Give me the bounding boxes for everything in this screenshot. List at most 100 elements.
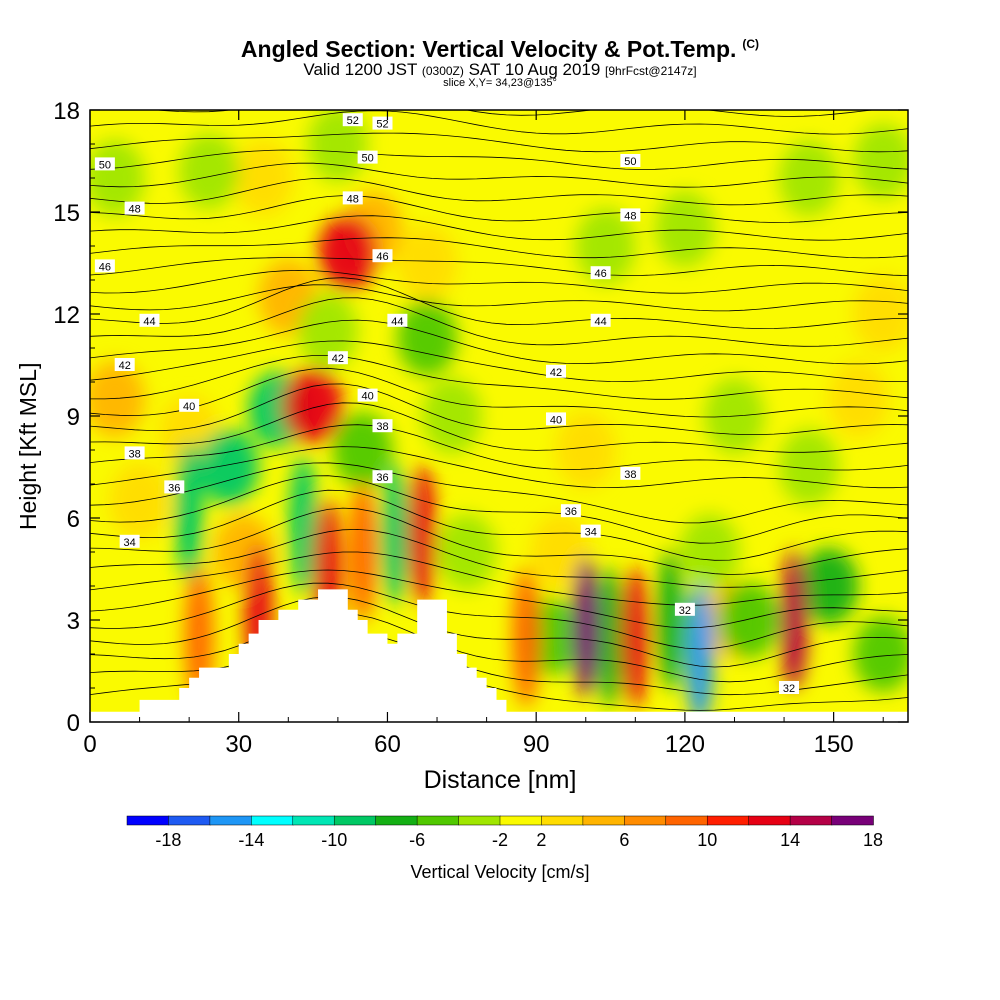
colorbar-segment [624,815,667,826]
y-tick-label: 0 [67,710,80,737]
colorbar-tick-label: -18 [155,830,181,850]
theta-label-bg [164,480,185,494]
colorbar-tick-label: 14 [780,830,800,850]
theta-label-text: 48 [347,193,359,205]
theta-label: 36 [372,470,393,484]
theta-label: 50 [94,157,115,171]
isentrope-line [90,269,908,294]
theta-label-text: 42 [119,360,131,372]
theta-label-text: 44 [595,316,607,328]
colorbar-segment [375,815,418,826]
colorbar-segment [209,815,253,826]
theta-label-text: 32 [679,605,691,617]
theta-label: 42 [327,351,348,365]
velocity-cell [654,191,715,267]
theta-label: 42 [114,358,135,372]
colorbar-segment [665,815,708,826]
theta-label-bg [139,313,160,327]
x-tick-label: 30 [225,731,252,758]
theta-label-text: 40 [183,401,195,413]
isentrope-line [90,383,908,436]
velocity-cell [421,378,482,454]
velocity-cell [408,465,437,605]
theta-label: 48 [342,191,363,205]
theta-label: 50 [357,150,378,165]
y-axis-label: Height [Kft MSL] [15,362,41,530]
colorbar-tick-label: 6 [619,830,629,850]
theta-label: 46 [590,266,611,280]
theta-label-text: 48 [128,204,140,216]
isentrope-line [90,355,908,400]
theta-label-bg [372,419,393,433]
theta-label-bg [387,313,408,327]
theta-label: 40 [179,398,200,413]
theta-label-bg [124,446,145,460]
theta-label: 44 [387,313,408,328]
colorbar-segment [292,815,335,826]
theta-label-text: 52 [376,119,388,131]
theta-label-text: 38 [624,469,636,481]
velocity-cell [656,550,685,690]
isentrope-line [90,462,908,524]
colorbar-tick-label: 10 [697,830,717,850]
isentrope-line [90,569,908,629]
x-tick-label: 120 [665,731,705,758]
velocity-cell [779,550,808,690]
theta-label-bg [342,113,363,127]
y-tick-label: 18 [53,98,80,125]
theta-label: 46 [94,259,115,273]
velocity-cell [283,367,344,444]
isentrope-line [90,402,908,453]
theta-label: 52 [372,116,393,131]
theta-label-text: 38 [376,421,388,433]
isentrope-line [90,633,908,696]
isentrope-line [90,177,908,206]
isentrope-line [90,110,908,135]
theta-label: 40 [546,412,567,426]
theta-label-text: 34 [585,527,597,539]
colorbar-label: Vertical Velocity [cm/s] [410,862,590,882]
isentrope-line [90,582,908,650]
isentrope-line [90,367,908,418]
colorbar-segment [541,815,584,826]
isentrope-line [90,297,908,347]
theta-label-text: 50 [624,156,636,168]
colorbar-tick-label: -2 [492,830,508,850]
theta-label-text: 46 [376,251,388,263]
x-tick-label: 90 [523,731,550,758]
theta-label-bg [357,388,378,402]
theta-label-text: 46 [595,268,607,280]
theta-label-text: 34 [124,537,136,549]
colorbar-segment [748,815,791,826]
theta-label: 36 [560,504,581,518]
theta-label-bg [114,358,135,371]
velocity-cell [198,429,259,505]
isentrope-line [90,489,908,561]
colorbar: -18 -14 -10 -6 -2 2 6 10 14 18 [126,815,883,850]
theta-label-text: 40 [550,414,562,426]
theta-label: 46 [372,249,393,263]
theta-label-bg [327,351,348,365]
colorbar-segment [458,815,501,826]
theta-label-bg [372,249,393,263]
theta-label-bg [94,157,115,171]
isentrope-line [90,277,908,330]
colorbar-segment [126,815,170,826]
velocity-cell [178,133,239,210]
theta-label: 44 [139,313,160,328]
theta-label-bg [179,398,200,412]
theta-label-text: 48 [624,210,636,222]
theta-label-bg [779,681,800,694]
theta-label-bg [342,191,363,205]
theta-label: 36 [164,480,185,494]
theta-label: 40 [357,388,378,403]
theta-label-text: 36 [376,472,388,484]
theta-label-text: 44 [143,316,155,328]
chart-subtitle: Valid 1200 JST (0300Z) SAT 10 Aug 2019 [… [303,60,697,79]
theta-label-bg [620,466,641,480]
theta-label-bg [674,602,695,616]
theta-label: 44 [590,313,611,328]
velocity-cell [571,556,600,697]
y-tick-label: 9 [67,404,80,431]
